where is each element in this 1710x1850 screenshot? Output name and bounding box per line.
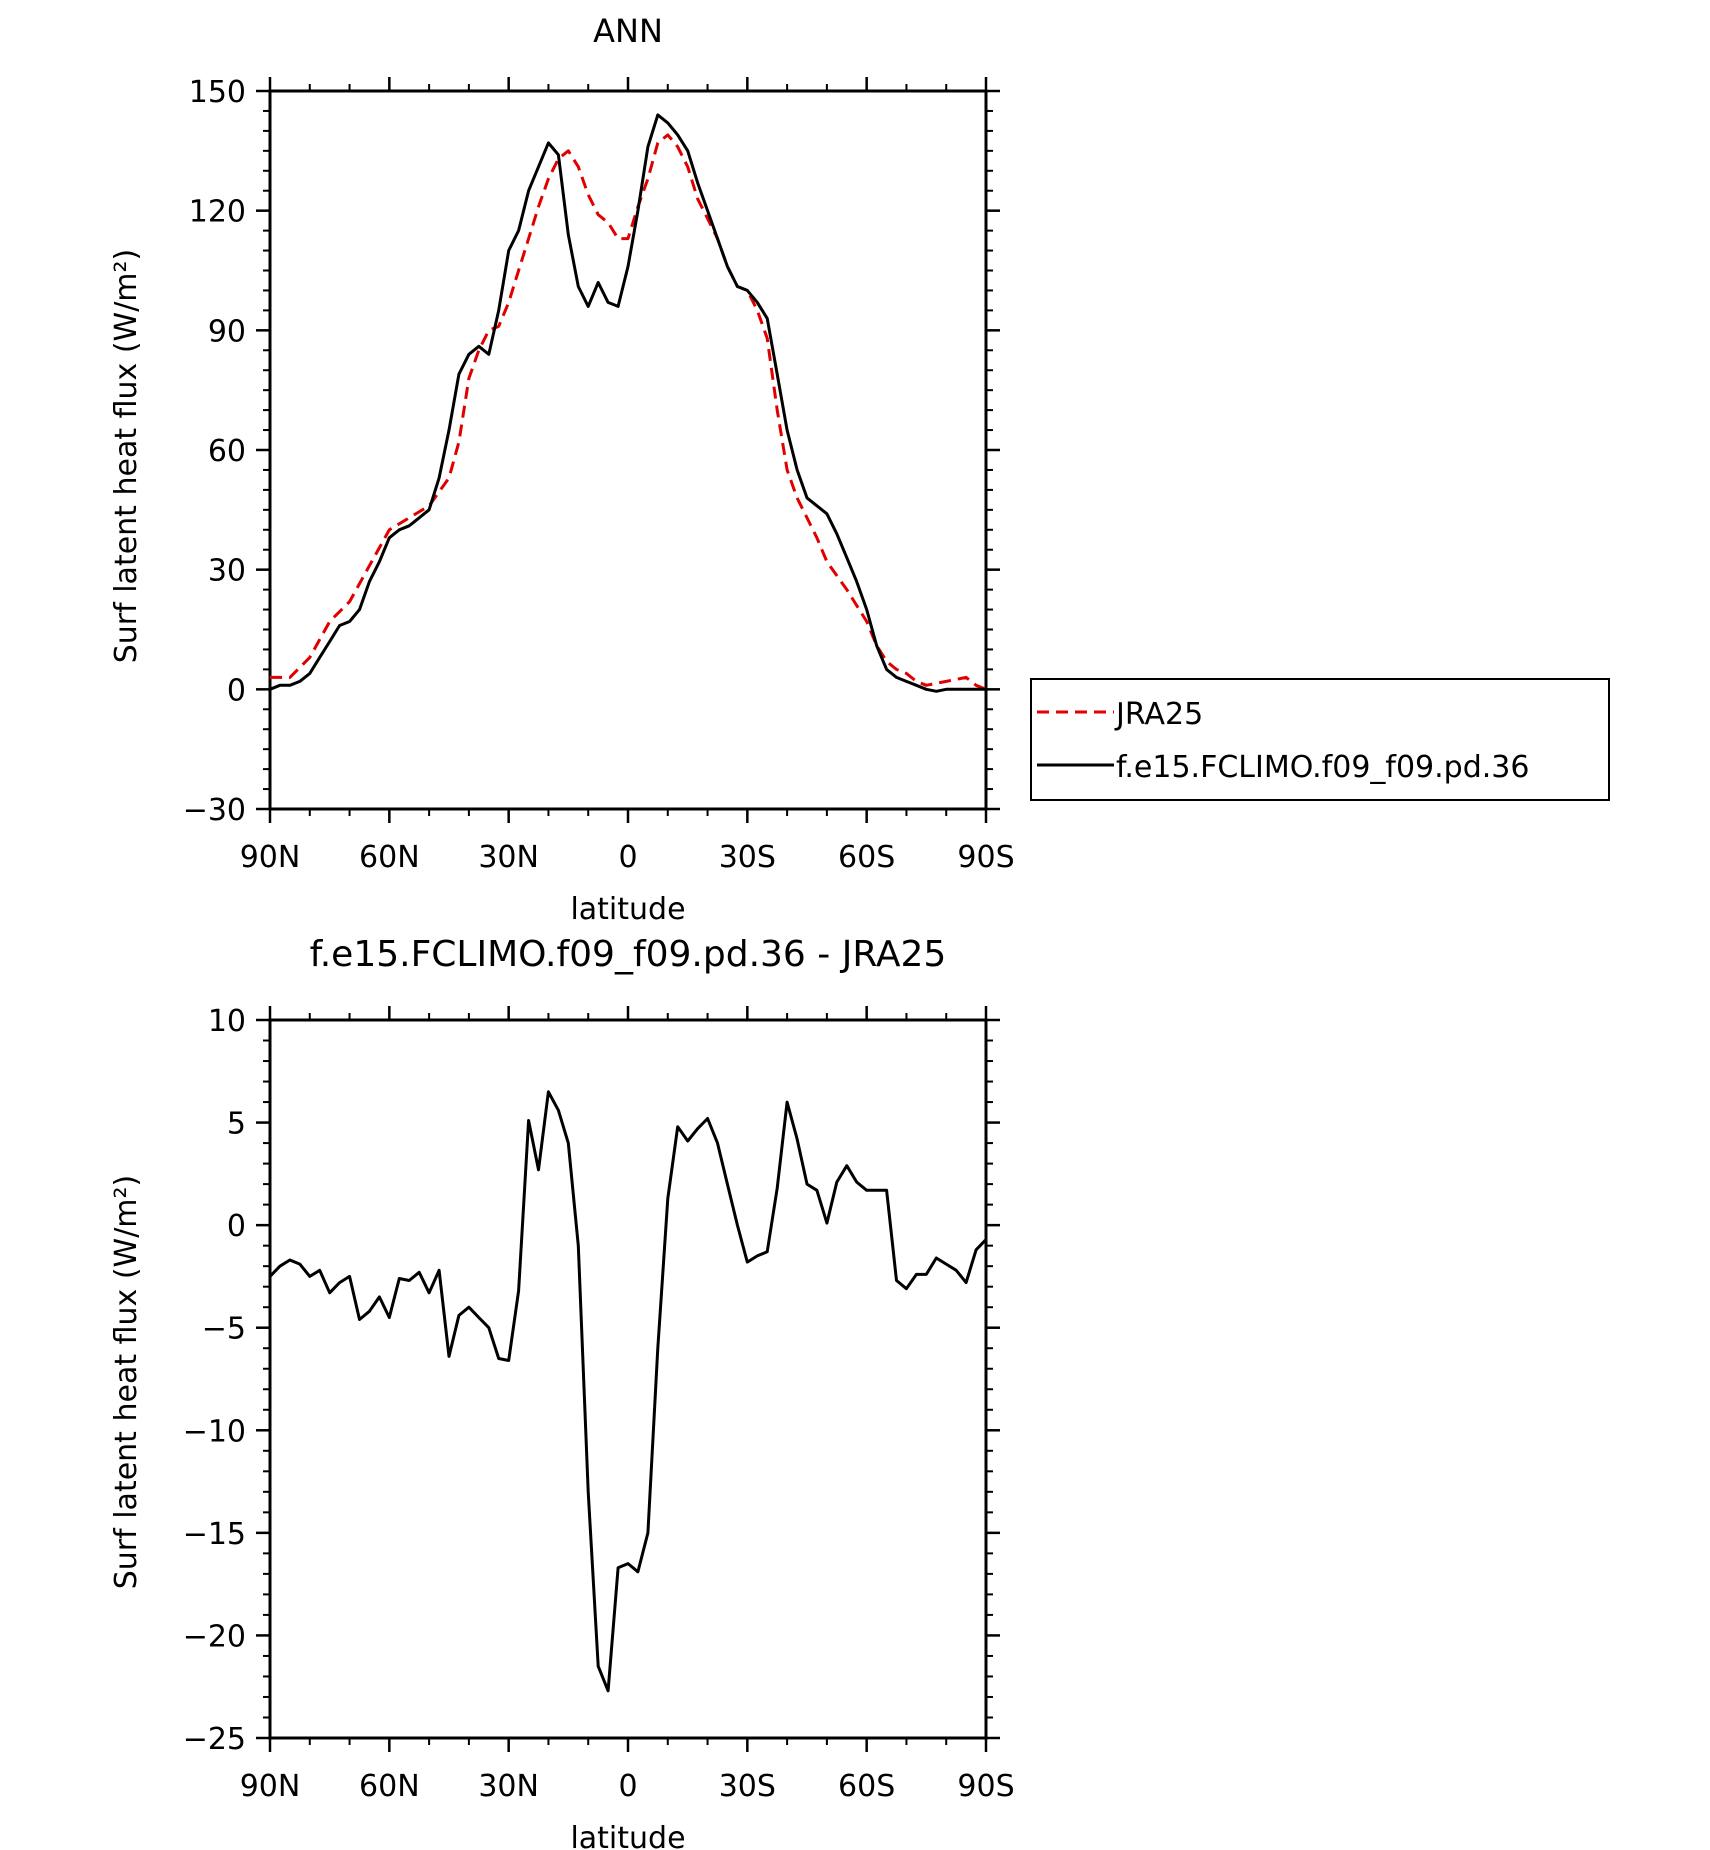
top-chart-title: ANN bbox=[593, 12, 663, 50]
y-tick-label: −25 bbox=[183, 1722, 246, 1757]
bottom-chart-lines bbox=[268, 1090, 988, 1693]
legend: JRA25 f.e15.FCLIMO.f09_f09.pd.36 bbox=[1030, 678, 1610, 801]
x-tick-label: 90N bbox=[240, 1769, 301, 1804]
y-tick-label: −10 bbox=[183, 1414, 246, 1449]
y-tick-label: 0 bbox=[227, 673, 246, 708]
y-tick-label: −5 bbox=[202, 1312, 246, 1347]
x-tick-label: 60S bbox=[838, 840, 895, 875]
series-line-difference bbox=[268, 1090, 988, 1693]
y-tick-label: 5 bbox=[227, 1107, 246, 1142]
series-line-jra25 bbox=[270, 133, 987, 691]
bottom-chart-xlabel: latitude bbox=[570, 1821, 685, 1850]
plot-frame bbox=[268, 89, 988, 811]
top-chart-lines bbox=[269, 113, 987, 693]
legend-label-jra25: JRA25 bbox=[1114, 697, 1203, 732]
x-tick-label: 30S bbox=[719, 1769, 776, 1804]
y-tick-label: −30 bbox=[183, 793, 246, 828]
x-tick-label: 90N bbox=[240, 840, 301, 875]
y-tick-label: 10 bbox=[208, 1004, 246, 1039]
x-tick-label: 0 bbox=[618, 840, 637, 875]
y-tick-label: −15 bbox=[183, 1517, 246, 1552]
x-tick-label: 60S bbox=[838, 1769, 895, 1804]
x-tick-label: 30S bbox=[719, 840, 776, 875]
x-tick-label: 90S bbox=[957, 1769, 1014, 1804]
top-chart-panel: ANN Surf latent heat flux (W/m²) latitud… bbox=[109, 12, 1610, 927]
x-tick-label: 30N bbox=[478, 1769, 539, 1804]
bottom-chart-ylabel: Surf latent heat flux (W/m²) bbox=[109, 1175, 144, 1590]
x-tick-label: 0 bbox=[618, 1769, 637, 1804]
legend-label-model: f.e15.FCLIMO.f09_f09.pd.36 bbox=[1116, 750, 1529, 785]
series-line-f-e15-fclimo-f09-f09-pd-36 bbox=[269, 113, 986, 693]
bottom-chart-panel: f.e15.FCLIMO.f09_f09.pd.36 - JRA25 Surf … bbox=[109, 934, 1015, 1850]
top-chart-ylabel: Surf latent heat flux (W/m²) bbox=[109, 249, 144, 664]
y-tick-label: 90 bbox=[208, 314, 246, 349]
y-tick-label: −20 bbox=[183, 1619, 246, 1654]
x-tick-label: 60N bbox=[359, 1769, 420, 1804]
x-tick-label: 30N bbox=[478, 840, 539, 875]
x-tick-label: 60N bbox=[359, 840, 420, 875]
legend-box bbox=[1030, 678, 1610, 801]
y-tick-label: 0 bbox=[227, 1209, 246, 1244]
top-chart-axes: −30 0 30 60 90 120 150 90N 60N 30N 0 30S 60S 90S bbox=[183, 75, 1015, 875]
y-tick-label: 150 bbox=[189, 75, 246, 110]
bottom-chart-axes: −25 −20 −15 −10 −5 0 5 10 90N 60N 30N 0 30S 60S 90S bbox=[183, 1004, 1015, 1804]
top-chart-xlabel: latitude bbox=[570, 892, 685, 927]
bottom-chart-title: f.e15.FCLIMO.f09_f09.pd.36 - JRA25 bbox=[310, 934, 947, 975]
y-tick-label: 120 bbox=[189, 195, 246, 230]
y-tick-label: 60 bbox=[208, 434, 246, 469]
plot-frame bbox=[268, 1018, 988, 1740]
x-tick-label: 90S bbox=[957, 840, 1014, 875]
y-tick-label: 30 bbox=[208, 554, 246, 589]
